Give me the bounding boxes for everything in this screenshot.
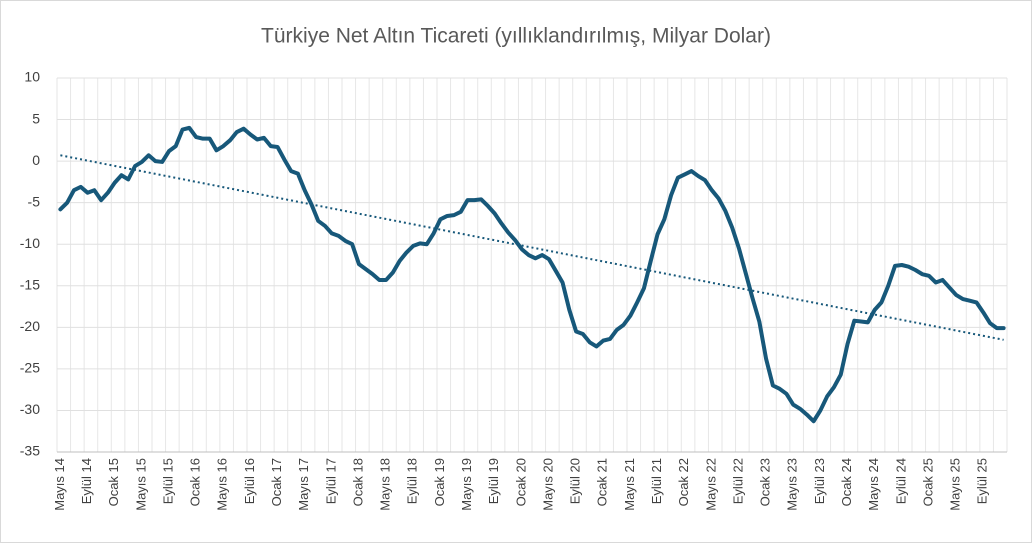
line [58,125,1006,424]
y-tick-label: -35 [20,443,40,459]
x-tick-label: Eylül 17 [323,458,338,504]
y-tick-label: 0 [32,152,40,168]
x-tick-label: Eylül 15 [160,458,175,504]
x-tick-label: Ocak 24 [839,458,854,506]
y-tick-label: -20 [20,318,40,334]
x-tick-label: Mayıs 22 [703,458,718,511]
x-tick-label: Eylül 24 [893,458,908,504]
y-tick-label: -10 [20,235,40,251]
x-tick-label: Eylül 21 [649,458,664,504]
x-tick-label: Mayıs 21 [622,458,637,511]
x-tick-label: Mayıs 15 [133,458,148,511]
x-tick-label: Eylül 16 [242,458,257,504]
x-tick-label: Mayıs 23 [785,458,800,511]
x-tick-label: Ocak 21 [595,458,610,506]
y-tick-label: -5 [28,193,41,209]
x-tick-label: Mayıs 25 [948,458,963,511]
x-tick-label: Mayıs 24 [866,458,881,511]
x-tick-label: Mayıs 16 [215,458,230,511]
x-tick-label: Mayıs 19 [459,458,474,511]
x-tick-label: Ocak 16 [188,458,203,506]
x-tick-label: Ocak 22 [676,458,691,506]
trend-line [60,154,1004,341]
x-tick-label: Ocak 25 [920,458,935,506]
x-tick-label: Mayıs 14 [52,458,67,511]
x-tick-label: Mayıs 18 [378,458,393,511]
x-tick-label: Eylül 14 [79,458,94,504]
x-tick-label: Ocak 23 [758,458,773,506]
x-tick-label: Eylül 25 [975,458,990,504]
x-tick-label: Ocak 19 [432,458,447,506]
x-tick-label: Eylül 22 [730,458,745,504]
x-tick-label: Ocak 15 [106,458,121,506]
x-tick-label: Eylül 19 [486,458,501,504]
x-tick-label: Ocak 17 [269,458,284,506]
x-tick-label: Eylül 23 [812,458,827,504]
x-tick-label: Mayıs 20 [540,458,555,511]
y-tick-label: -15 [20,276,40,292]
y-tick-label: 10 [24,69,40,85]
y-tick-label: 5 [32,110,40,126]
y-tick-label: -30 [20,401,40,417]
x-tick-label: Ocak 18 [350,458,365,506]
x-tick-label: Ocak 20 [513,458,528,506]
x-tick-label: Eylül 20 [568,458,583,504]
x-tick-label: Mayıs 17 [296,458,311,511]
x-tick-label: Eylül 18 [405,458,420,504]
y-tick-label: -25 [20,360,40,376]
chart-title: Türkiye Net Altın Ticareti (yıllıklandır… [261,25,771,48]
